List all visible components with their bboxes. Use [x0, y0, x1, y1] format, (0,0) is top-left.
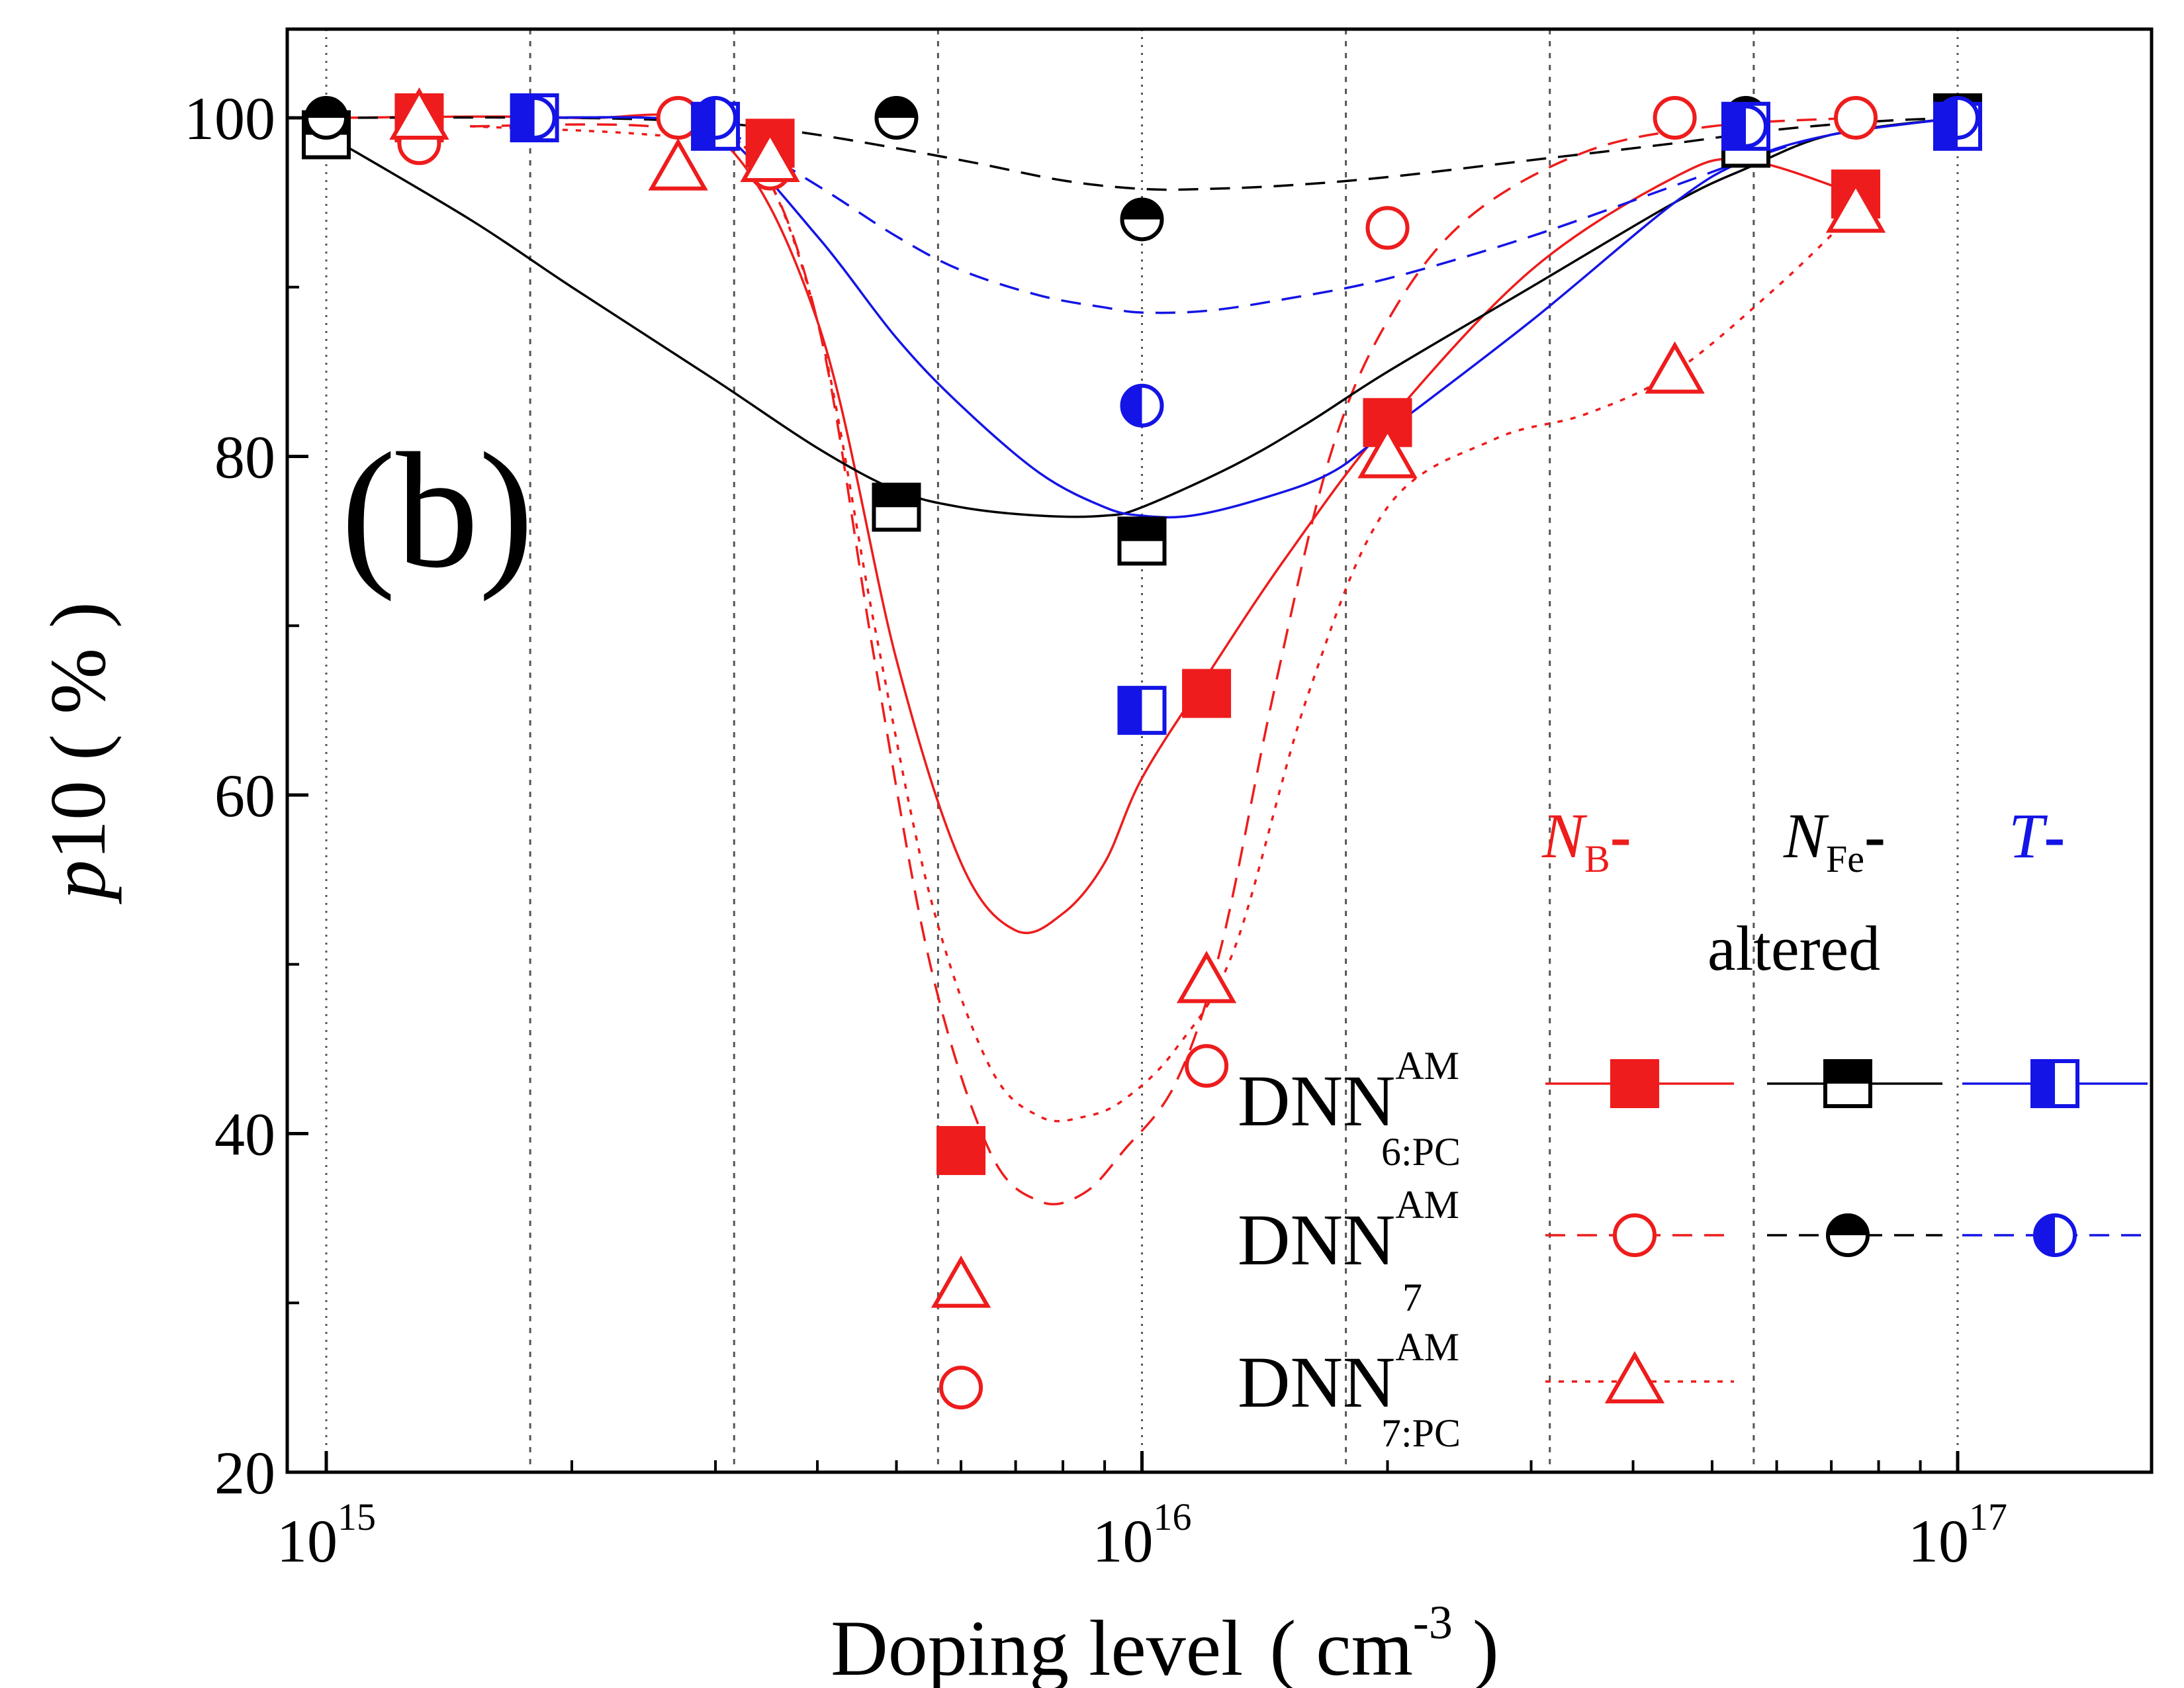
legend-samples: [1545, 1059, 2148, 1403]
data-point-nb-triangle-open: [648, 138, 708, 191]
data-point-nb-square-filled: [936, 1126, 986, 1176]
data-point-t-circle-half-left: [512, 96, 557, 140]
marker-shape: [1182, 669, 1232, 718]
data-points: [302, 87, 1982, 1410]
marker-shape: [389, 87, 449, 140]
legend-marker-t: [2030, 1059, 2079, 1108]
fit-curve-nb-dashed: [470, 117, 1856, 1205]
data-point-nb-circle-open: [1185, 1044, 1229, 1088]
legend-label-dnn7: DNNAM 7: [1238, 1183, 1459, 1319]
marker-shape: [740, 129, 800, 182]
data-point-nb-circle-open: [1365, 206, 1410, 250]
fit-curve-t-dashed: [534, 116, 1958, 314]
marker-shape: [1834, 96, 1878, 140]
fit-curves: [326, 113, 1958, 1205]
fit-curve-t-solid: [534, 114, 1958, 519]
data-point-t-circle-half-left: [1936, 96, 1979, 140]
marker-shape: [939, 1366, 983, 1410]
marker-shape: [1185, 1044, 1229, 1088]
legend-header-altered: altered: [1707, 913, 1880, 984]
marker-fill: [2032, 1061, 2055, 1106]
legend-marker-nfe: [1826, 1213, 1870, 1257]
marker-fill: [1122, 385, 1142, 426]
marker-shape: [1176, 951, 1237, 1004]
data-point-nb-circle-open: [1653, 96, 1697, 140]
fit-curve-nfe-solid: [326, 117, 1958, 518]
marker-fill: [1119, 688, 1142, 733]
legend-header-nfe: NFe-: [1783, 800, 1886, 880]
data-point-nfe-square-half-top: [1117, 516, 1167, 566]
data-point-nb-triangle-open: [1645, 341, 1705, 394]
marker-fill: [696, 98, 716, 138]
data-point-t-circle-half-left: [694, 96, 738, 140]
plot-frame: [285, 27, 2154, 1474]
legend-header-nb: NB-: [1541, 800, 1631, 880]
data-point-nb-triangle-open: [931, 1255, 991, 1308]
marker-fill: [876, 98, 917, 118]
y-tick-label: 80: [214, 424, 275, 491]
y-tick-label: 100: [184, 85, 275, 152]
marker-shape: [931, 1255, 991, 1308]
axes: 20 40 60 80 100 1015 1016 1017: [184, 85, 2007, 1575]
legend-marker-nb: [1613, 1213, 1657, 1257]
data-point-nb-triangle-open: [1176, 951, 1237, 1004]
marker-shape: [1604, 1350, 1665, 1403]
x-axis-label: Doping level( cm-3): [831, 1596, 1499, 1688]
legend-header-t: T-: [2009, 800, 2065, 871]
data-point-nb-triangle-open: [1357, 426, 1418, 479]
legend-marker-nfe: [1823, 1059, 1872, 1108]
marker-fill: [2035, 1215, 2055, 1255]
marker-fill: [1119, 518, 1165, 541]
y-tick-label: 20: [214, 1439, 275, 1507]
legend: NB- NFe- T- altered DNNAM 6:PC DNNAM 7 DNN…: [1238, 800, 2148, 1455]
legend-marker-t: [2033, 1213, 2077, 1257]
legend-label-dnn7pc: DNNAM 7:PC: [1238, 1325, 1461, 1455]
x-tick-label: 1017: [1908, 1495, 2007, 1575]
data-point-nb-triangle-open: [740, 129, 800, 182]
marker-shape: [1357, 426, 1418, 479]
y-tick-label: 40: [214, 1101, 275, 1168]
x-tick-label: 1015: [277, 1495, 376, 1575]
y-axis-label: p10( % ): [34, 602, 122, 905]
data-point-nb-triangle-open: [1825, 180, 1886, 233]
marker-shape: [1610, 1059, 1659, 1108]
marker-fill: [1828, 1215, 1868, 1235]
marker-fill: [874, 485, 919, 508]
legend-label-dnn6pc: DNNAM 6:PC: [1238, 1044, 1461, 1174]
legend-marker-nb: [1604, 1350, 1665, 1403]
data-point-nfe-circle-half-top: [304, 96, 348, 140]
marker-shape: [1645, 341, 1705, 394]
x-tick-label: 1016: [1093, 1495, 1192, 1575]
data-point-t-circle-half-left: [1120, 383, 1164, 428]
marker-fill: [514, 98, 535, 138]
panel-label: (b): [341, 419, 534, 602]
marker-fill: [1938, 98, 1958, 138]
legend-marker-nb: [1610, 1059, 1659, 1108]
data-point-nfe-circle-half-top: [874, 96, 919, 140]
marker-shape: [1365, 206, 1410, 250]
grid-lines: [325, 29, 1959, 1472]
y-tick-label: 60: [214, 762, 275, 829]
data-point-nfe-square-half-top: [872, 483, 921, 532]
marker-shape: [936, 1126, 986, 1176]
marker-fill: [1825, 1061, 1870, 1084]
data-point-nb-circle-open: [939, 1366, 983, 1410]
marker-fill: [1122, 199, 1162, 220]
marker-shape: [1613, 1213, 1657, 1257]
data-point-nb-triangle-open: [389, 87, 449, 140]
data-point-t-square-half-left: [1117, 686, 1167, 735]
data-point-nb-square-filled: [1182, 669, 1232, 718]
data-point-nfe-circle-half-top: [1120, 197, 1164, 242]
fit-curve-nfe-dashed: [326, 116, 1958, 191]
marker-shape: [648, 138, 708, 191]
marker-fill: [306, 98, 346, 118]
marker-fill: [1725, 106, 1746, 146]
fit-curve-nb-dotted: [469, 125, 1857, 1123]
data-point-t-circle-half-left: [1723, 104, 1768, 148]
data-point-nb-circle-open: [1834, 96, 1878, 140]
marker-shape: [1653, 96, 1697, 140]
marker-shape: [1825, 180, 1886, 233]
